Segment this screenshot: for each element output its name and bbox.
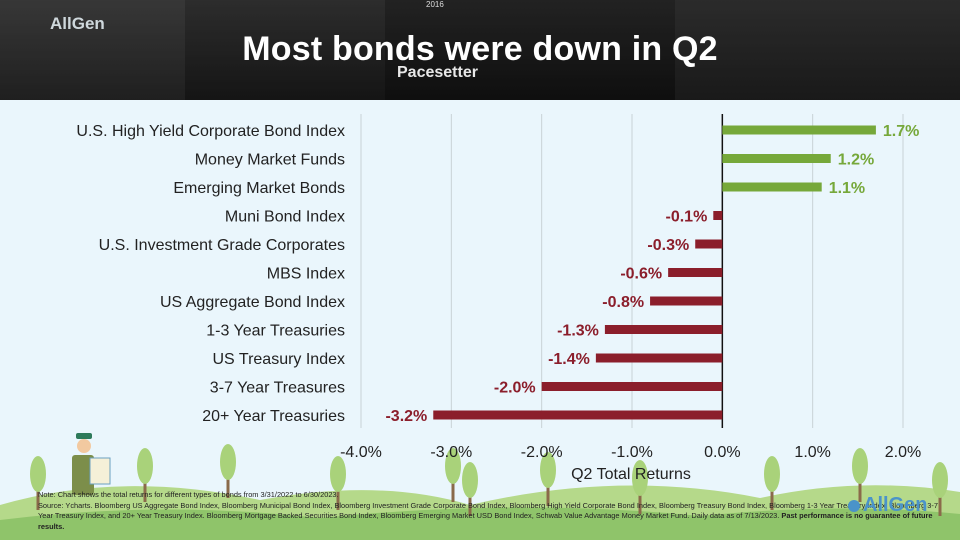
team-photo: [185, 0, 385, 100]
award-year: 2016: [426, 0, 444, 9]
chart-x-tick-labels: -4.0% -3.0% -2.0% -1.0% 0.0% 1.0% 2.0%: [340, 444, 921, 461]
x-tick-label-3: -1.0%: [611, 444, 653, 461]
data-label-10: -3.2%: [385, 408, 427, 425]
bar-10: [433, 410, 723, 420]
x-tick-label-2: -2.0%: [521, 444, 563, 461]
bar-6: [650, 296, 723, 306]
data-label-0: 1.7%: [883, 123, 919, 140]
bar-3: [713, 211, 723, 220]
page-title: Most bonds were down in Q2: [242, 30, 718, 68]
disclaimer: Past performance is no guarantee of futu…: [38, 511, 933, 531]
tree-icon: [220, 444, 236, 480]
tree-icon: [632, 460, 648, 496]
chart-data-labels: 1.7% 1.2% 1.1% -0.1% -0.3% -0.6% -0.8%-1.3% -1.…: [385, 123, 919, 425]
tree-icon: [137, 448, 153, 484]
tree-icon: [30, 456, 46, 492]
landscape-illustration: [0, 433, 960, 540]
category-label-2: Emerging Market Bonds: [173, 180, 345, 197]
tree-icon: [462, 462, 478, 498]
team-photo: [675, 0, 960, 100]
logo-mark-icon: [848, 499, 860, 512]
category-label-0: U.S. High Yield Corporate Bond Index: [76, 123, 345, 140]
tree-icon: [852, 448, 868, 484]
tree-icon: [932, 462, 948, 498]
map-icon: [89, 457, 111, 485]
tree-icon: [445, 448, 461, 484]
chart-category-labels: U.S. High Yield Corporate Bond Index Mone…: [76, 123, 345, 425]
team-photo: [0, 0, 185, 100]
bar-4: [695, 239, 723, 249]
hill-shape: [0, 507, 960, 540]
bar-2: [722, 182, 822, 192]
bar-9: [541, 382, 723, 391]
x-axis-title: Q2 Total Returns: [571, 466, 691, 483]
chart-gridlines: [360, 114, 904, 428]
team-photo: [385, 0, 675, 100]
allgen-logo: AllGen: [50, 14, 105, 33]
footnotes: Note: Chart shows the total returns for …: [38, 490, 948, 532]
tree-icon: [330, 456, 346, 492]
bar-1: [722, 154, 831, 163]
data-label-1: 1.2%: [838, 152, 874, 169]
hiker-head: [77, 439, 91, 453]
bar-5: [668, 268, 723, 277]
data-label-6: -0.8%: [602, 294, 644, 311]
category-label-4: U.S. Investment Grade Corporates: [99, 237, 345, 254]
data-label-4: -0.3%: [647, 237, 689, 254]
category-label-3: Muni Bond Index: [225, 209, 345, 226]
category-label-6: US Aggregate Bond Index: [160, 294, 345, 311]
x-tick-label-1: -3.0%: [430, 444, 472, 461]
hiker-figure: [72, 455, 94, 495]
data-label-3: -0.1%: [666, 209, 708, 226]
category-label-5: MBS Index: [267, 266, 345, 283]
data-label-5: -0.6%: [620, 266, 662, 283]
data-label-8: -1.4%: [548, 351, 590, 368]
data-label-2: 1.1%: [829, 180, 865, 197]
chart-note: Note: Chart shows the total returns for …: [38, 490, 339, 499]
category-label-9: 3-7 Year Treasures: [210, 380, 345, 397]
bar-0: [722, 125, 876, 135]
chart-bars: [433, 125, 876, 420]
category-label-10: 20+ Year Treasuries: [202, 408, 345, 425]
pacesetter-award-text: Pacesetter: [397, 64, 478, 81]
tree-icon: [764, 456, 780, 492]
category-label-1: Money Market Funds: [195, 152, 345, 169]
data-label-7: -1.3%: [557, 323, 599, 340]
tree-icon: [540, 452, 556, 488]
source-text: Source: Ycharts. Bloomberg US Aggregate …: [38, 500, 938, 531]
x-tick-label-4: 0.0%: [704, 444, 740, 461]
header-banner: AllGen 2016 Pacesetter Most bonds were d…: [0, 0, 960, 100]
x-tick-label-6: 2.0%: [885, 444, 921, 461]
bond-returns-chart: U.S. High Yield Corporate Bond Index Mone…: [0, 114, 960, 540]
category-label-7: 1-3 Year Treasuries: [206, 323, 345, 340]
x-tick-label-0: -4.0%: [340, 444, 382, 461]
x-tick-label-5: 1.0%: [794, 444, 830, 461]
bar-7: [604, 325, 723, 334]
bar-8: [595, 353, 723, 363]
data-label-9: -2.0%: [494, 380, 536, 397]
category-label-8: US Treasury Index: [213, 351, 346, 368]
allgen-footer-logo: AllGen: [848, 494, 927, 517]
hiker-hat: [76, 433, 92, 439]
